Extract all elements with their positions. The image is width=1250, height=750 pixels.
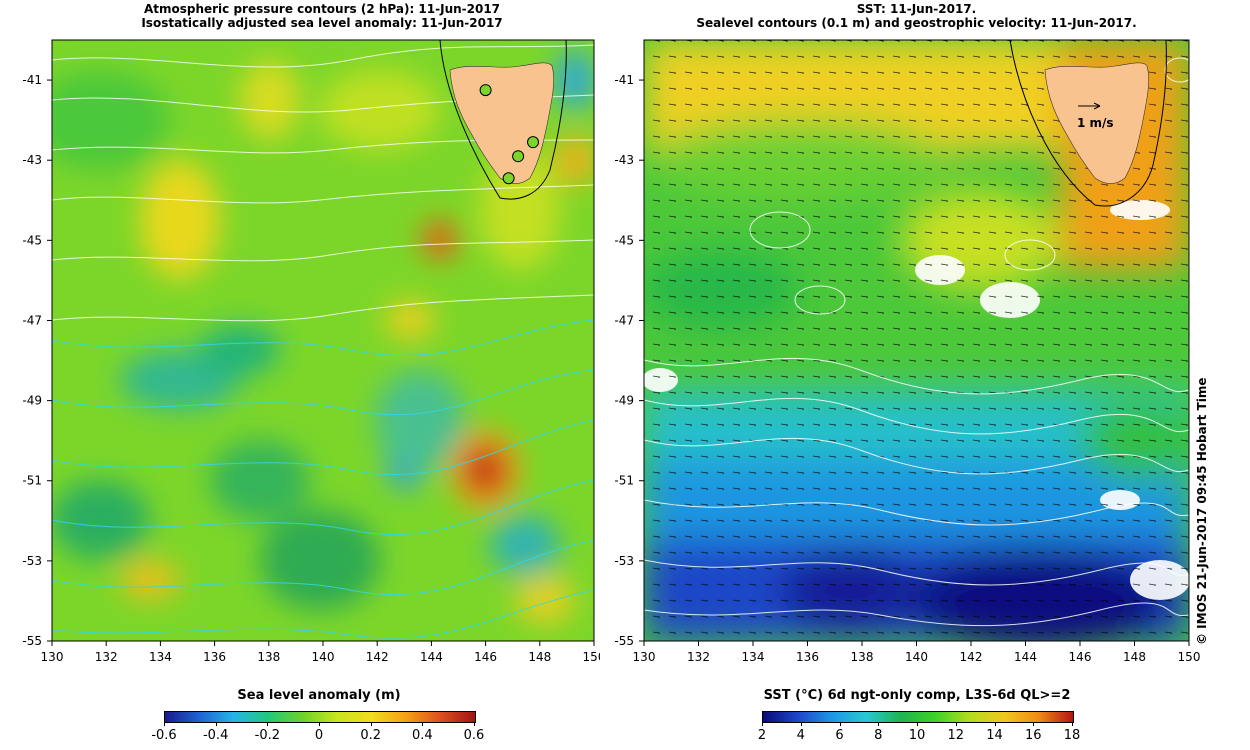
colorbar-tick-mark — [1072, 722, 1073, 726]
left-axes: -41 -43 -45 -47 -49 -51 -53 -55 130 132 134 136 138 1… — [22, 73, 600, 664]
pressure-contours-cyan — [52, 319, 594, 639]
colorbar-tick-label: -0.4 — [202, 728, 229, 743]
left-xtick-label: 134 — [149, 650, 172, 664]
colorbar-tick-label: 0 — [314, 728, 324, 743]
tide-gauge-marker — [479, 84, 492, 97]
colorbar-tick-label: 4 — [796, 728, 805, 743]
velocity-scale-label: 1 m/s — [1077, 116, 1114, 130]
left-ytick-label: -49 — [22, 394, 42, 408]
right-ytick-label: -47 — [614, 313, 634, 327]
right-ytick-label: -41 — [614, 73, 634, 87]
left-ytick-label: -51 — [22, 474, 42, 488]
right-xtick-label: 136 — [796, 650, 819, 664]
colorbar-tick-label: 18 — [1063, 728, 1081, 743]
right-xtick-label: 142 — [960, 650, 983, 664]
left-title-line2: Isostatically adjusted sea level anomaly… — [141, 16, 503, 30]
right-xtick-label: 132 — [687, 650, 710, 664]
left-ytick-label: -41 — [22, 73, 42, 87]
left-xtick-label: 132 — [95, 650, 118, 664]
left-ytick-label: -45 — [22, 233, 42, 247]
tasmania-land — [449, 62, 554, 184]
left-ytick-label: -55 — [22, 634, 42, 648]
colorbar-tick-label: 2 — [757, 728, 767, 743]
left-ytick-label: -43 — [22, 153, 42, 167]
colorbar-tick-mark — [762, 722, 763, 726]
left-xtick-label: 140 — [312, 650, 335, 664]
shelf-contour — [439, 40, 567, 200]
colorbar-tick-mark — [917, 722, 918, 726]
sla-field — [52, 50, 594, 625]
colorbar-tick-mark — [370, 722, 372, 726]
right-xtick-label: 150 — [1178, 650, 1201, 664]
right-xtick-label: 144 — [1014, 650, 1037, 664]
left-xtick-label: 146 — [474, 650, 497, 664]
left-xtick-label: 150 — [583, 650, 600, 664]
right-ytick-label: -49 — [614, 394, 634, 408]
right-xtick-label: 148 — [1123, 650, 1146, 664]
sst-colorbar-label: SST (°C) 6d ngt-only comp, L3S-6d QL>=2 — [763, 688, 1071, 703]
right-xtick-label: 140 — [905, 650, 928, 664]
right-ytick-label: -55 — [614, 634, 634, 648]
right-xtick-label: 130 — [633, 650, 656, 664]
right-ytick-label: -53 — [614, 554, 634, 568]
colorbar-tick-label: -0.6 — [151, 728, 177, 743]
right-xtick-label: 146 — [1069, 650, 1092, 664]
colorbar-tick-mark — [1033, 722, 1035, 726]
colorbar-tick-label: 8 — [874, 728, 883, 743]
right-title-line1: SST: 11-Jun-2017. — [856, 2, 977, 16]
sst-colorbar — [762, 711, 1074, 723]
colorbar-tick-mark — [164, 722, 165, 726]
colorbar-tick-mark — [839, 722, 841, 726]
colorbar-tick-label: 10 — [908, 728, 926, 743]
colorbar-tick-mark — [800, 722, 802, 726]
colorbar-tick-mark — [215, 722, 217, 726]
colorbar-tick-mark — [422, 722, 424, 726]
colorbar-tick-label: 0.2 — [360, 728, 381, 743]
left-xtick-label: 136 — [203, 650, 226, 664]
left-xtick-label: 148 — [528, 650, 551, 664]
sealevel-contours — [644, 57, 1189, 627]
credit-text: © IMOS 21-Jun-2017 09:45 Hobart Time — [1195, 377, 1209, 645]
left-xtick-label: 144 — [420, 650, 443, 664]
right-xtick-label: 138 — [851, 650, 874, 664]
sla-colorbar — [164, 711, 476, 723]
colorbar-tick-label: 0.6 — [463, 728, 485, 743]
right-axes: -41 -43 -45 -47 -49 -51 -53 -55 130 132 134 136 138 1… — [614, 73, 1200, 664]
colorbar-tick-label: 6 — [835, 728, 844, 743]
sea-level-anomaly-map: -41 -43 -45 -47 -49 -51 -53 -55 130 132 134 136 138 1… — [22, 39, 600, 664]
right-xtick-label: 134 — [742, 650, 765, 664]
sla-colorbar-label: Sea level anomaly (m) — [237, 688, 401, 703]
colorbar-tick-label: 12 — [947, 728, 965, 743]
colorbar-tick-mark — [994, 722, 996, 726]
colorbar-tick-label: 14 — [986, 728, 1003, 743]
colorbar-tick-mark — [474, 722, 475, 726]
right-ytick-label: -43 — [614, 153, 634, 167]
left-xtick-label: 130 — [41, 650, 64, 664]
left-xtick-label: 138 — [257, 650, 280, 664]
tide-gauge-marker — [527, 136, 540, 149]
tide-gauge-marker — [512, 150, 525, 163]
right-ytick-label: -45 — [614, 233, 634, 247]
shelf-contour-sst — [1009, 40, 1167, 207]
tide-gauge-marker — [502, 172, 515, 185]
colorbar-tick-label: -0.2 — [254, 728, 281, 743]
tasmania-land-sst — [1044, 62, 1149, 184]
tide-gauge-markers — [479, 84, 540, 185]
left-title-line1: Atmospheric pressure contours (2 hPa): 1… — [143, 2, 501, 16]
colorbar-tick-mark — [267, 722, 269, 726]
left-ytick-label: -47 — [22, 313, 42, 327]
colorbar-tick-mark — [319, 722, 320, 726]
left-ytick-label: -53 — [22, 554, 42, 568]
right-ytick-label: -51 — [614, 474, 634, 488]
left-xtick-label: 142 — [366, 650, 389, 664]
colorbar-tick-label: 0.4 — [411, 728, 433, 743]
sst-map: 1 m/s -41 -43 -45 -47 -49 -51 -53 -55 130 132 134 1… — [614, 39, 1200, 664]
right-title-line2: Sealevel contours (0.1 m) and geostrophi… — [696, 16, 1137, 30]
colorbar-tick-label: 16 — [1024, 728, 1042, 743]
colorbar-tick-mark — [878, 722, 880, 726]
colorbar-tick-mark — [955, 722, 957, 726]
